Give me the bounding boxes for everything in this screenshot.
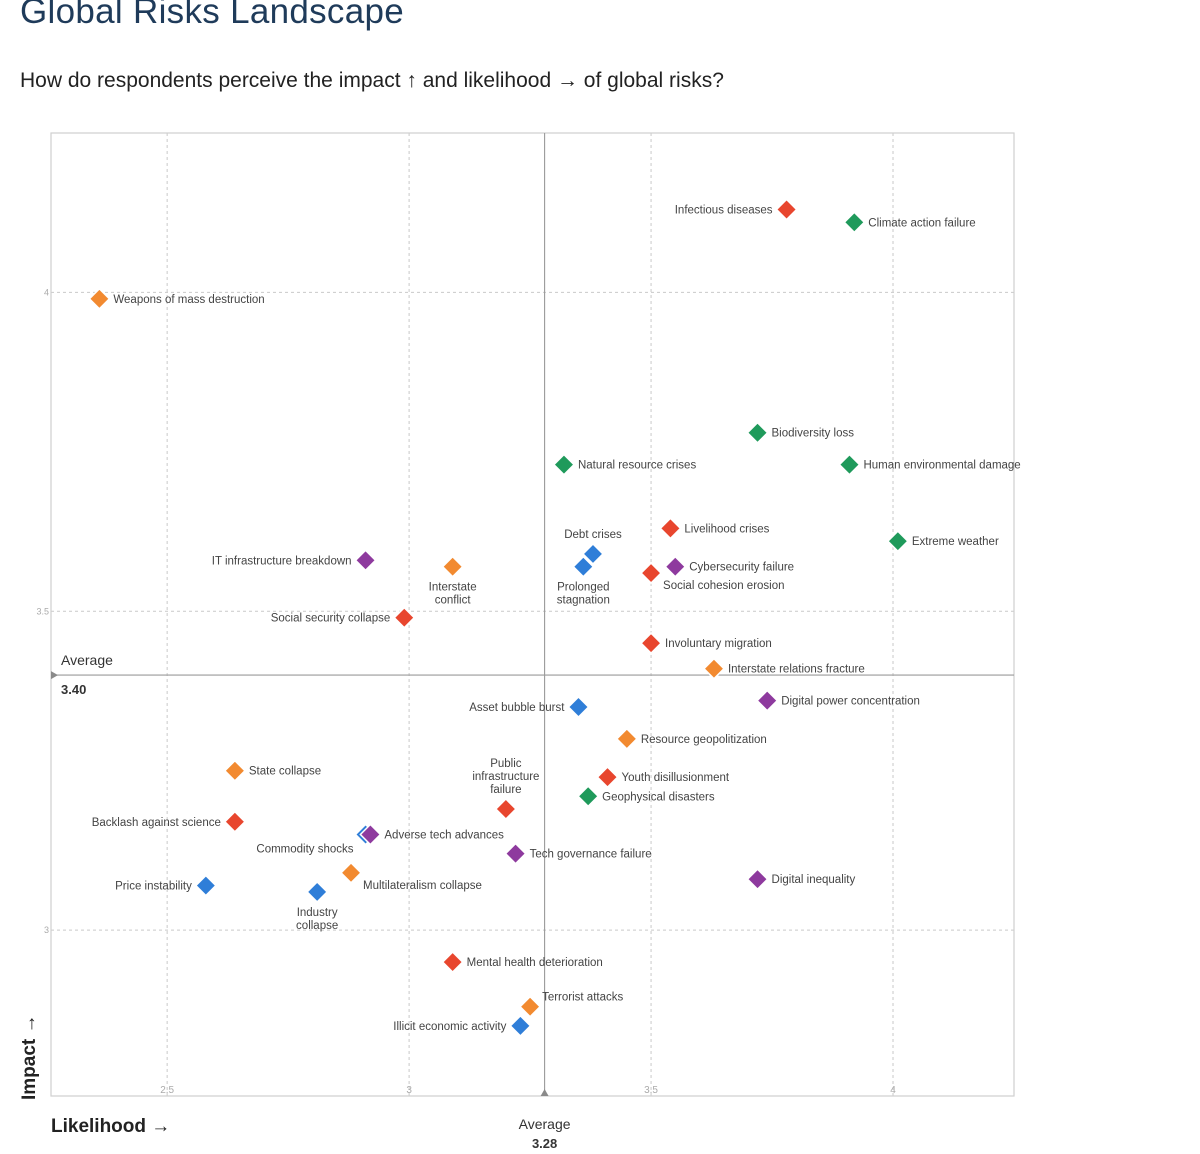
risk-label: Social security collapse — [271, 613, 391, 625]
risk-label: Livelihood crises — [684, 523, 769, 535]
risk-point[interactable] — [664, 555, 687, 578]
risk-point[interactable] — [659, 517, 682, 540]
risk-point[interactable] — [88, 287, 111, 310]
risk-point[interactable] — [509, 1014, 532, 1037]
average-likelihood-label: Average — [519, 1116, 571, 1132]
risk-point[interactable] — [838, 453, 861, 476]
risk-label: Tech governance failure — [530, 849, 652, 861]
risk-label: Involuntary migration — [665, 638, 772, 650]
average-impact-value: 3.40 — [61, 682, 86, 697]
x-tick-label: 3 — [406, 1085, 412, 1096]
x-tick-label: 2.5 — [160, 1085, 174, 1096]
risk-label: Debt crises — [564, 529, 622, 541]
risk-point[interactable] — [223, 759, 246, 782]
risk-label: Mental health deterioration — [467, 957, 603, 969]
x-tick-label: 3.5 — [644, 1085, 658, 1096]
average-likelihood-marker — [540, 1089, 549, 1096]
risk-label: Terrorist attacks — [542, 992, 623, 1004]
x-axis-title: Likelihood → — [51, 1116, 170, 1137]
risk-point[interactable] — [359, 823, 382, 846]
risk-label: Extreme weather — [912, 536, 999, 548]
average-impact-marker — [51, 671, 58, 680]
risk-label: Interstate conflict — [429, 582, 477, 607]
risk-label: Digital inequality — [772, 874, 856, 886]
risk-label: Climate action failure — [868, 217, 975, 229]
risk-point[interactable] — [306, 880, 329, 903]
risk-label: Infectious diseases — [675, 205, 773, 217]
risk-point[interactable] — [354, 549, 377, 572]
risk-label: IT infrastructure breakdown — [212, 555, 352, 567]
risk-label: Adverse tech advances — [384, 830, 504, 842]
risk-point[interactable] — [393, 606, 416, 629]
risk-point[interactable] — [775, 198, 798, 221]
risk-label: Natural resource crises — [578, 460, 696, 472]
risk-label: Biodiversity loss — [772, 428, 855, 440]
risk-point[interactable] — [843, 211, 866, 234]
risk-point[interactable] — [886, 530, 909, 553]
y-tick-label: 3.5 — [36, 606, 49, 616]
risk-point[interactable] — [746, 421, 769, 444]
risk-point[interactable] — [581, 542, 605, 565]
risk-label: Youth disillusionment — [622, 772, 730, 784]
risk-point[interactable] — [639, 561, 663, 585]
risk-point[interactable] — [519, 995, 542, 1018]
y-tick-label: 3 — [44, 925, 49, 935]
risk-point[interactable] — [567, 695, 590, 719]
risk-point[interactable] — [441, 555, 464, 578]
y-tick-label: 4 — [44, 287, 49, 297]
risk-label: Human environmental damage — [863, 460, 1020, 472]
risk-point[interactable] — [756, 689, 779, 712]
risk-label: Prolonged stagnation — [557, 582, 610, 607]
page-subtitle: How do respondents perceive the impact ↑… — [20, 69, 724, 92]
risk-point[interactable] — [339, 861, 363, 884]
risk-point[interactable] — [494, 797, 517, 821]
risk-label: Interstate relations fracture — [728, 664, 865, 676]
y-axis-title: Impact → — [19, 1014, 40, 1100]
risk-label: Illicit economic activity — [393, 1021, 506, 1033]
risk-point[interactable] — [577, 785, 600, 808]
risk-point[interactable] — [441, 951, 464, 974]
risk-label: Social cohesion erosion — [663, 580, 784, 592]
average-impact-label: Average — [61, 652, 113, 668]
plot-frame — [50, 132, 1015, 1097]
x-tick-label: 4 — [890, 1085, 896, 1096]
risk-point[interactable] — [746, 868, 769, 891]
risk-point[interactable] — [572, 555, 595, 578]
risk-label: Backlash against science — [92, 817, 221, 829]
page-title: Global Risks Landscape — [20, 0, 405, 31]
risk-label: Geophysical disasters — [602, 791, 715, 803]
risk-label: Weapons of mass destruction — [113, 294, 264, 306]
risk-point[interactable] — [615, 727, 638, 750]
risk-label: Cybersecurity failure — [689, 562, 794, 574]
risk-label: Asset bubble burst — [469, 702, 565, 714]
average-likelihood-value: 3.28 — [532, 1136, 557, 1151]
risk-label: Multilateralism collapse — [363, 880, 482, 892]
risk-label: Commodity shocks — [256, 844, 353, 856]
risk-label: State collapse — [249, 766, 321, 778]
risk-point[interactable] — [552, 453, 576, 476]
risk-label: Public infrastructure failure — [472, 758, 539, 796]
risk-label: Digital power concentration — [781, 696, 920, 708]
risk-point[interactable] — [223, 810, 246, 833]
risk-point[interactable] — [596, 766, 619, 789]
risk-label: Price instability — [115, 881, 192, 893]
risk-point[interactable] — [639, 632, 663, 655]
risk-label: Industry collapse — [296, 907, 338, 932]
risk-label: Resource geopolitization — [641, 734, 767, 746]
risk-point[interactable] — [194, 874, 217, 897]
risk-point[interactable] — [504, 842, 527, 865]
risk-point[interactable] — [702, 657, 726, 680]
